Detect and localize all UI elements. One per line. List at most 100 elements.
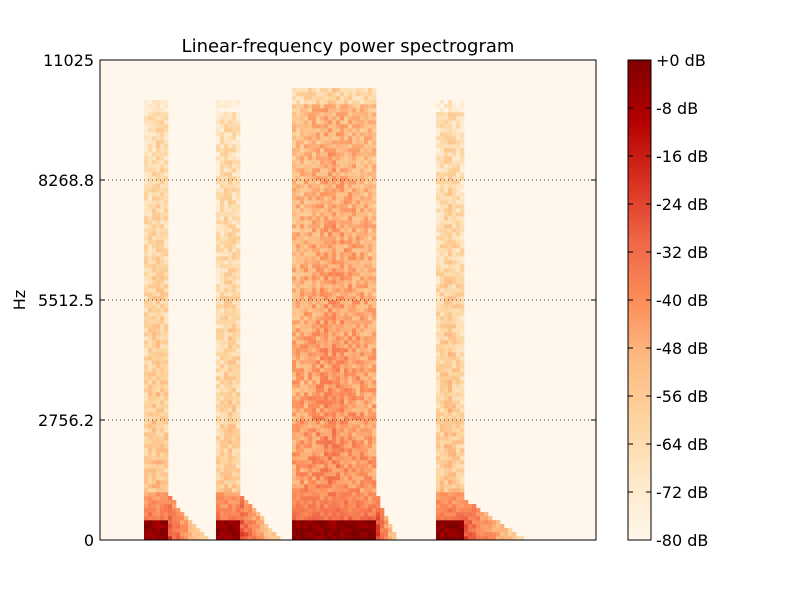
heatmap-cell xyxy=(360,260,365,265)
heatmap-cell xyxy=(440,112,445,117)
heatmap-cell xyxy=(332,304,337,309)
heatmap-cell xyxy=(332,424,337,429)
heatmap-cell xyxy=(220,344,225,349)
heatmap-cell xyxy=(320,512,325,517)
y-tick-label: 8268.8 xyxy=(38,171,94,190)
heatmap-cell xyxy=(356,524,361,529)
heatmap-cell xyxy=(292,372,297,377)
heatmap-cell xyxy=(312,100,317,105)
heatmap-cell xyxy=(320,324,325,329)
heatmap-cell xyxy=(360,196,365,201)
heatmap-cell xyxy=(344,112,349,117)
heatmap-cell xyxy=(220,224,225,229)
heatmap-cell xyxy=(436,176,441,181)
heatmap-cell xyxy=(460,276,465,281)
heatmap-cell xyxy=(220,316,225,321)
heatmap-cell xyxy=(336,364,341,369)
heatmap-cell xyxy=(320,256,325,261)
heatmap-cell xyxy=(156,360,161,365)
heatmap-cell xyxy=(160,436,165,441)
heatmap-cell xyxy=(380,520,385,525)
heatmap-cell xyxy=(332,172,337,177)
heatmap-cell xyxy=(316,516,321,521)
heatmap-cell xyxy=(356,272,361,277)
heatmap-cell xyxy=(148,284,153,289)
heatmap-cell xyxy=(448,516,453,521)
heatmap-cell xyxy=(456,356,461,361)
heatmap-cell xyxy=(316,392,321,397)
heatmap-cell xyxy=(304,120,309,125)
heatmap-cell xyxy=(336,404,341,409)
heatmap-cell xyxy=(296,428,301,433)
heatmap-cell xyxy=(484,536,489,541)
heatmap-cell xyxy=(340,248,345,253)
heatmap-cell xyxy=(460,504,465,509)
heatmap-cell xyxy=(292,472,297,477)
heatmap-cell xyxy=(316,224,321,229)
heatmap-cell xyxy=(228,352,233,357)
heatmap-cell xyxy=(160,384,165,389)
heatmap-cell xyxy=(296,456,301,461)
heatmap-cell xyxy=(160,276,165,281)
heatmap-cell xyxy=(152,200,157,205)
heatmap-cell xyxy=(332,264,337,269)
heatmap-cell xyxy=(388,528,393,533)
heatmap-cell xyxy=(320,364,325,369)
heatmap-cell xyxy=(444,372,449,377)
heatmap-cell xyxy=(328,464,333,469)
heatmap-cell xyxy=(236,424,241,429)
heatmap-cell xyxy=(360,340,365,345)
heatmap-cell xyxy=(148,416,153,421)
heatmap-cell xyxy=(368,384,373,389)
heatmap-cell xyxy=(352,260,357,265)
heatmap-cell xyxy=(304,136,309,141)
heatmap-cell xyxy=(348,408,353,413)
heatmap-cell xyxy=(368,340,373,345)
heatmap-cell xyxy=(232,184,237,189)
heatmap-cell xyxy=(340,388,345,393)
heatmap-cell xyxy=(156,328,161,333)
heatmap-cell xyxy=(368,224,373,229)
heatmap-cell xyxy=(148,200,153,205)
heatmap-cell xyxy=(352,404,357,409)
heatmap-cell xyxy=(328,476,333,481)
heatmap-cell xyxy=(452,436,457,441)
heatmap-cell xyxy=(368,400,373,405)
heatmap-cell xyxy=(308,392,313,397)
heatmap-cell xyxy=(436,132,441,137)
heatmap-cell xyxy=(324,180,329,185)
y-tick-label: 0 xyxy=(84,531,94,550)
heatmap-cell xyxy=(148,352,153,357)
heatmap-cell xyxy=(356,256,361,261)
heatmap-cell xyxy=(348,352,353,357)
heatmap-cell xyxy=(324,204,329,209)
heatmap-cell xyxy=(236,464,241,469)
heatmap-cell xyxy=(228,344,233,349)
heatmap-cell xyxy=(316,92,321,97)
heatmap-cell xyxy=(448,520,453,525)
heatmap-cell xyxy=(352,348,357,353)
heatmap-cell xyxy=(356,388,361,393)
heatmap-cell xyxy=(148,300,153,305)
heatmap-cell xyxy=(352,184,357,189)
heatmap-cell xyxy=(344,320,349,325)
heatmap-cell xyxy=(452,200,457,205)
heatmap-cell xyxy=(236,212,241,217)
heatmap-cell xyxy=(148,372,153,377)
heatmap-cell xyxy=(320,452,325,457)
heatmap-cell xyxy=(296,276,301,281)
heatmap-cell xyxy=(440,380,445,385)
heatmap-cell xyxy=(292,320,297,325)
heatmap-cell xyxy=(372,280,377,285)
heatmap-cell xyxy=(240,528,245,533)
heatmap-cell xyxy=(352,376,357,381)
heatmap-cell xyxy=(148,120,153,125)
heatmap-cell xyxy=(460,280,465,285)
heatmap-cell xyxy=(292,304,297,309)
heatmap-cell xyxy=(224,276,229,281)
heatmap-cell xyxy=(332,316,337,321)
heatmap-cell xyxy=(220,508,225,513)
heatmap-cell xyxy=(156,408,161,413)
heatmap-cell xyxy=(236,392,241,397)
heatmap-cell xyxy=(512,536,517,541)
